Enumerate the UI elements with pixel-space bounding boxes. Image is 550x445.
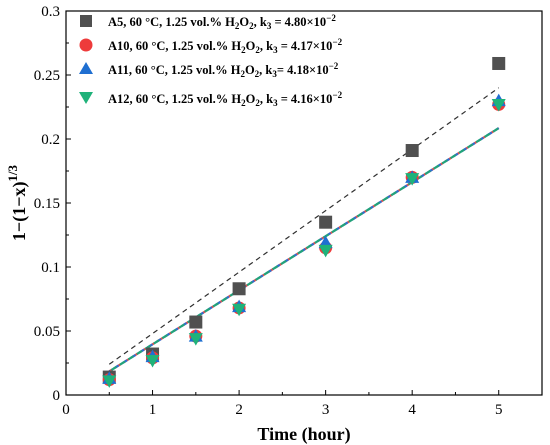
legend-label-a12-text-4: = 4.16×10 <box>278 92 333 106</box>
x-axis-title: Time (hour) <box>257 424 350 445</box>
legend-label-a5-sub-2: 2 <box>249 21 254 31</box>
legend-label-a12-sub-1: 2 <box>241 98 246 108</box>
legend-label-a5: A5, 60 °C, 1.25 vol.% H2O2, k3 = 4.80×10… <box>108 13 336 31</box>
legend-label-a5-text: A5, 60 °C, 1.25 vol.% H <box>108 15 235 29</box>
legend: A5, 60 °C, 1.25 vol.% H2O2, k3 = 4.80×10… <box>79 13 343 108</box>
y-axis-title-exponent: 1/3 <box>5 164 20 181</box>
y-tick-label: 0.3 <box>41 4 60 20</box>
legend-label-a12-text-3: , k <box>260 92 273 106</box>
data-point-series-1 <box>405 144 419 158</box>
y-tick-label: 0.1 <box>41 260 60 276</box>
legend-label-a11: A11, 60 °C, 1.25 vol.% H2O2, k3= 4.18×10… <box>108 61 339 79</box>
y-tick-label: 0.05 <box>34 324 60 340</box>
y-axis-title-main: 1−(1−x) <box>9 182 30 242</box>
legend-label-a10-sub-2: 2 <box>255 45 260 55</box>
legend-label-a11-text-2: O <box>245 63 255 77</box>
legend-label-a10-text-3: , k <box>260 39 273 53</box>
legend-label-a10-sup: −2 <box>332 37 342 47</box>
data-point-series-4 <box>188 333 203 346</box>
data-points <box>102 56 506 388</box>
data-point-series-4 <box>102 375 117 388</box>
legend-label-a10-text-4: = 4.17×10 <box>278 39 333 53</box>
legend-label-a10-sub-3: 3 <box>273 45 278 55</box>
x-tick-label: 0 <box>62 402 70 418</box>
legend-label-a12-text-2: O <box>246 92 256 106</box>
axis-ticks: 0 1 2 3 4 5 0 0.05 0.1 0.15 0.2 0.25 0.3 <box>34 4 503 418</box>
legend-label-a5-sup: −2 <box>326 13 336 23</box>
legend-label-a11-sub-1: 2 <box>240 69 245 79</box>
x-tick-label: 4 <box>408 402 416 418</box>
data-point-series-4 <box>145 354 160 368</box>
y-tick-label: 0 <box>53 388 61 404</box>
fit-line-series-1 <box>108 87 500 365</box>
legend-label-a10-sub-1: 2 <box>241 45 246 55</box>
y-tick-label: 0.15 <box>34 196 60 212</box>
data-point-series-4 <box>405 173 420 186</box>
data-point-series-1 <box>319 215 333 229</box>
data-point-series-4 <box>318 244 333 258</box>
data-point-series-1 <box>189 315 203 329</box>
legend-label-a5-sub-1: 2 <box>235 21 240 31</box>
data-point-series-4 <box>491 98 506 112</box>
fit-lines <box>108 87 500 373</box>
data-point-series-1 <box>492 56 506 70</box>
legend-label-a5-text-2: O <box>239 15 249 29</box>
legend-label-a10: A10, 60 °C, 1.25 vol.% H2O2, k3 = 4.17×1… <box>108 37 343 55</box>
legend-label-a12-sup: −2 <box>332 90 342 100</box>
legend-label-a11-sup: −2 <box>329 61 339 71</box>
legend-label-a12-text: A12, 60 °C, 1.25 vol.% H <box>108 92 241 106</box>
x-tick-label: 3 <box>322 402 330 418</box>
legend-entry-a11: A11, 60 °C, 1.25 vol.% H2O2, k3= 4.18×10… <box>79 61 339 79</box>
legend-label-a11-sub-3: 3 <box>272 69 277 79</box>
legend-label-a11-text-3: , k <box>259 63 272 77</box>
x-tick-label: 2 <box>235 402 243 418</box>
fit-line-series-4 <box>108 127 500 373</box>
legend-marker-circle <box>79 38 93 52</box>
legend-marker-triangle-down <box>79 92 93 104</box>
y-tick-label: 0.2 <box>41 132 60 148</box>
legend-label-a10-text: A10, 60 °C, 1.25 vol.% H <box>108 39 241 53</box>
legend-label-a12-sub-2: 2 <box>255 98 260 108</box>
legend-label-a5-text-3: , k <box>254 15 267 29</box>
legend-label-a11-text: A11, 60 °C, 1.25 vol.% H <box>108 63 241 77</box>
legend-marker-square <box>80 15 92 27</box>
legend-label-a5-sub-3: 3 <box>267 21 272 31</box>
data-point-series-4 <box>232 303 247 317</box>
legend-label-a12-sub-3: 3 <box>273 98 278 108</box>
legend-label-a10-text-2: O <box>246 39 256 53</box>
x-tick-label: 1 <box>149 402 157 418</box>
legend-entry-a12: A12, 60 °C, 1.25 vol.% H2O2, k3 = 4.16×1… <box>79 90 343 108</box>
y-tick-label: 0.25 <box>34 68 60 84</box>
legend-label-a11-text-4: = 4.18×10 <box>277 63 329 77</box>
legend-label-a5-text-4: = 4.80×10 <box>271 15 326 29</box>
legend-entry-a10: A10, 60 °C, 1.25 vol.% H2O2, k3 = 4.17×1… <box>79 37 343 55</box>
legend-label-a12: A12, 60 °C, 1.25 vol.% H2O2, k3 = 4.16×1… <box>108 90 343 108</box>
legend-entry-a5: A5, 60 °C, 1.25 vol.% H2O2, k3 = 4.80×10… <box>80 13 336 31</box>
x-tick-label: 5 <box>495 402 503 418</box>
y-axis-title: 1−(1−x)1/3 <box>5 164 30 241</box>
legend-marker-triangle-up <box>79 62 93 74</box>
data-point-series-1 <box>232 282 246 296</box>
legend-label-a11-sub-2: 2 <box>255 69 260 79</box>
